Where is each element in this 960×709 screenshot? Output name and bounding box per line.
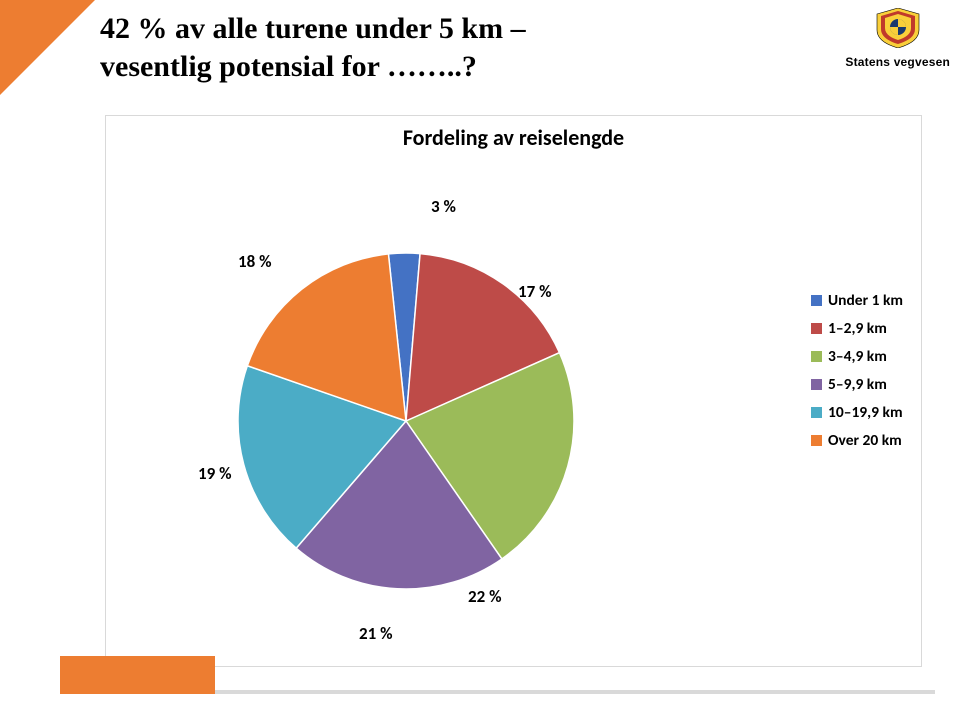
slice-label: 17 %: [518, 281, 551, 302]
slice-label: 19 %: [198, 463, 231, 484]
legend-item: 10–19,9 km: [811, 403, 903, 422]
legend-swatch: [811, 351, 822, 362]
legend-swatch: [811, 295, 822, 306]
legend-item: 1–2,9 km: [811, 319, 903, 338]
legend-label: 1–2,9 km: [828, 319, 887, 338]
legend-label: 5–9,9 km: [828, 375, 887, 394]
legend-item: Under 1 km: [811, 291, 903, 310]
slice-label: 21 %: [359, 623, 392, 644]
logo-text: Statens vegvesen: [845, 55, 950, 69]
title-line1: 42 % av alle turene under 5 km –: [100, 12, 526, 45]
legend-swatch: [811, 379, 822, 390]
slice-label: 18 %: [238, 251, 271, 272]
legend-swatch: [811, 323, 822, 334]
legend-label: Over 20 km: [828, 431, 902, 450]
chart-frame: Fordeling av reiselengde 3 % 17 % 22 % 21 %…: [105, 115, 922, 667]
slice-label: 3 %: [431, 196, 456, 217]
legend-item: 5–9,9 km: [811, 375, 903, 394]
legend-label: Under 1 km: [828, 291, 903, 310]
footer-bar: [60, 656, 215, 694]
footer-gray: [215, 690, 935, 694]
legend-swatch: [811, 435, 822, 446]
legend-swatch: [811, 407, 822, 418]
legend-label: 10–19,9 km: [828, 403, 903, 422]
page-title: 42 % av alle turene under 5 km – vesentl…: [100, 10, 526, 85]
title-line2: vesentlig potensial for ……..?: [100, 50, 477, 83]
legend: Under 1 km 1–2,9 km 3–4,9 km 5–9,9 km 10–19,…: [811, 291, 903, 459]
legend-item: Over 20 km: [811, 431, 903, 450]
legend-item: 3–4,9 km: [811, 347, 903, 366]
corner-deco: [0, 0, 95, 95]
vegvesen-shield-icon: [875, 8, 921, 48]
chart-title: Fordeling av reiselengde: [106, 124, 921, 151]
logo: Statens vegvesen: [845, 8, 950, 69]
pie-chart: 3 % 17 % 22 % 21 % 19 % 18 %: [146, 171, 666, 651]
slide: 42 % av alle turene under 5 km – vesentl…: [0, 0, 960, 709]
legend-label: 3–4,9 km: [828, 347, 887, 366]
slice-label: 22 %: [468, 586, 501, 607]
pie-svg: [146, 171, 666, 651]
